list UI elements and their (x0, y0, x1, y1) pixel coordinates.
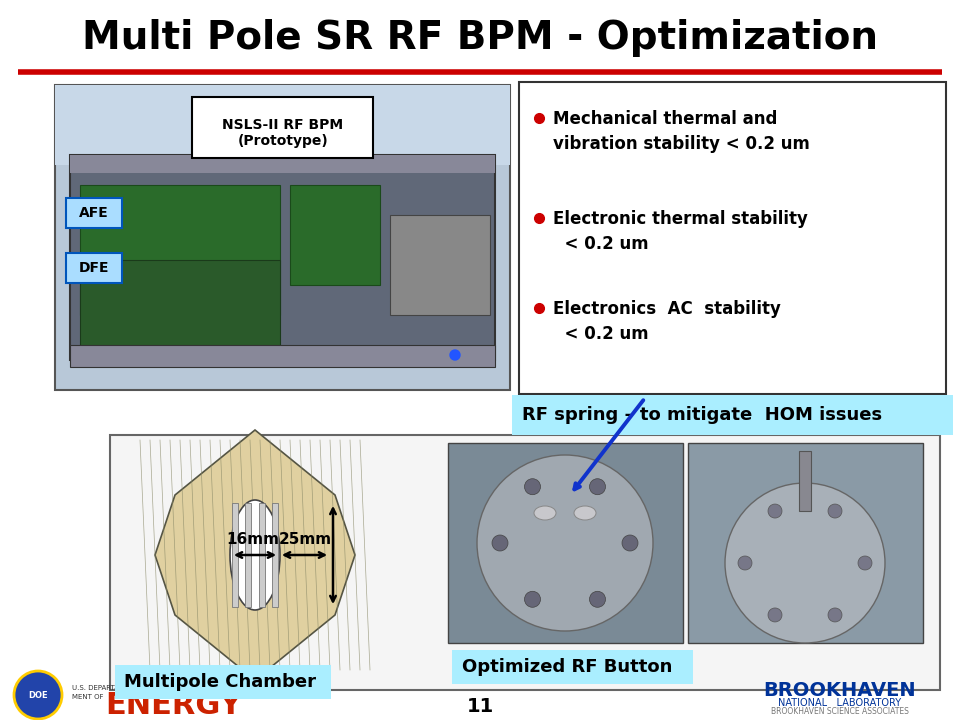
Circle shape (828, 608, 842, 622)
FancyBboxPatch shape (245, 503, 251, 607)
Text: Mechanical thermal and
vibration stability < 0.2 um: Mechanical thermal and vibration stabili… (553, 110, 810, 153)
Circle shape (738, 556, 752, 570)
Circle shape (492, 535, 508, 551)
FancyBboxPatch shape (55, 85, 510, 390)
Text: Multipole Chamber: Multipole Chamber (124, 673, 316, 691)
Circle shape (725, 483, 885, 643)
FancyBboxPatch shape (688, 443, 923, 643)
FancyBboxPatch shape (192, 97, 373, 158)
FancyBboxPatch shape (519, 82, 946, 394)
FancyBboxPatch shape (66, 198, 122, 228)
Ellipse shape (574, 506, 596, 520)
Circle shape (768, 504, 782, 518)
FancyBboxPatch shape (448, 443, 683, 643)
Text: BROOKHAVEN: BROOKHAVEN (764, 680, 916, 700)
Circle shape (589, 591, 606, 607)
Text: NSLS-II RF BPM
(Prototype): NSLS-II RF BPM (Prototype) (223, 118, 344, 148)
Circle shape (524, 591, 540, 607)
Ellipse shape (230, 500, 280, 610)
Text: AFE: AFE (79, 206, 108, 220)
Circle shape (477, 455, 653, 631)
FancyBboxPatch shape (232, 503, 238, 607)
Text: Multi Pole SR RF BPM - Optimization: Multi Pole SR RF BPM - Optimization (82, 19, 878, 57)
Text: ENERGY: ENERGY (105, 691, 242, 720)
FancyBboxPatch shape (70, 155, 495, 360)
Circle shape (14, 671, 62, 719)
Text: BROOKHAVEN SCIENCE ASSOCIATES: BROOKHAVEN SCIENCE ASSOCIATES (771, 708, 909, 716)
Circle shape (768, 608, 782, 622)
FancyBboxPatch shape (110, 435, 940, 690)
Text: 16mm: 16mm (227, 532, 279, 547)
Circle shape (828, 504, 842, 518)
FancyBboxPatch shape (290, 185, 380, 285)
FancyBboxPatch shape (55, 85, 510, 165)
FancyBboxPatch shape (259, 503, 265, 607)
FancyBboxPatch shape (66, 253, 122, 283)
FancyBboxPatch shape (115, 665, 331, 699)
Circle shape (858, 556, 872, 570)
Text: RF spring – to mitigate  HOM issues: RF spring – to mitigate HOM issues (522, 406, 882, 424)
Circle shape (622, 535, 638, 551)
Text: 11: 11 (467, 696, 493, 716)
FancyBboxPatch shape (80, 185, 280, 315)
FancyBboxPatch shape (452, 650, 693, 684)
Text: MENT OF: MENT OF (72, 694, 104, 700)
Text: U.S. DEPART-: U.S. DEPART- (72, 685, 116, 691)
Polygon shape (155, 430, 355, 680)
FancyBboxPatch shape (390, 215, 490, 315)
FancyBboxPatch shape (799, 451, 811, 511)
FancyBboxPatch shape (70, 155, 495, 173)
Circle shape (524, 479, 540, 495)
FancyBboxPatch shape (80, 260, 280, 350)
Circle shape (589, 479, 606, 495)
FancyBboxPatch shape (70, 345, 495, 367)
FancyBboxPatch shape (512, 395, 953, 435)
Text: Electronic thermal stability
  < 0.2 um: Electronic thermal stability < 0.2 um (553, 210, 808, 253)
Text: NATIONAL   LABORATORY: NATIONAL LABORATORY (779, 698, 901, 708)
Text: 25mm: 25mm (278, 532, 331, 547)
Ellipse shape (534, 506, 556, 520)
Circle shape (450, 350, 460, 360)
Text: DFE: DFE (79, 261, 109, 275)
Text: Optimized RF Button: Optimized RF Button (462, 658, 672, 676)
Text: DOE: DOE (28, 690, 48, 700)
FancyBboxPatch shape (272, 503, 278, 607)
Text: Electronics  AC  stability
  < 0.2 um: Electronics AC stability < 0.2 um (553, 300, 780, 343)
